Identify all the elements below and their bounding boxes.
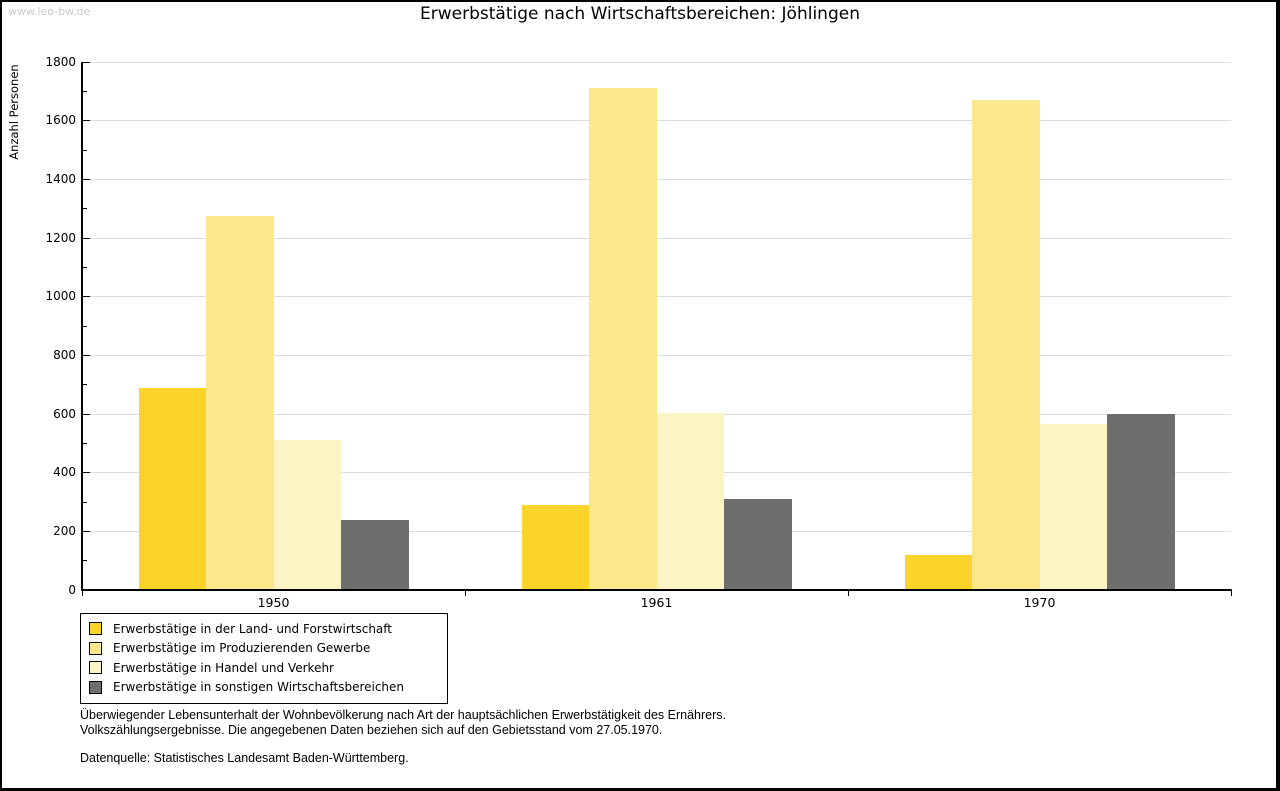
- y-major-tick: [82, 296, 90, 298]
- y-gridline: [82, 237, 1231, 239]
- chart-title: Erwerbstätige nach Wirtschaftsbereichen:…: [420, 4, 860, 24]
- y-tick-label: 800: [53, 347, 76, 362]
- watermark-leo-bw: www.leo-bw.de: [8, 5, 91, 18]
- legend-swatch-icon: [89, 641, 102, 655]
- y-minor-tick: [82, 442, 87, 444]
- y-minor-tick: [82, 208, 87, 210]
- y-major-tick: [82, 178, 90, 180]
- bar-1950-series-1: [206, 216, 274, 590]
- y-minor-tick: [82, 501, 87, 503]
- data-source-text: Datenquelle: Statistisches Landesamt Bad…: [80, 751, 409, 765]
- legend-label: Erwerbstätige in sonstigen Wirtschaftsbe…: [113, 680, 405, 695]
- y-minor-tick: [82, 560, 87, 562]
- bar-1970-series-0: [904, 554, 972, 590]
- y-minor-tick: [82, 266, 87, 268]
- bar-1970-series-2: [1039, 424, 1107, 590]
- y-major-tick: [82, 530, 90, 532]
- y-major-tick: [82, 61, 90, 63]
- x-axis-line: [81, 589, 1232, 591]
- y-major-tick: [82, 354, 90, 356]
- y-major-tick: [82, 472, 90, 474]
- bar-1970-series-3: [1107, 414, 1175, 590]
- y-axis-label: Anzahl Personen: [7, 64, 21, 160]
- y-tick-label: 1400: [45, 171, 76, 186]
- x-boundary-tick: [82, 590, 83, 596]
- legend-box: Erwerbstätige in der Land- und Forstwirt…: [80, 613, 448, 704]
- legend-item-2: Erwerbstätige in Handel und Verkehr: [89, 658, 439, 678]
- legend-item-0: Erwerbstätige in der Land- und Forstwirt…: [89, 619, 439, 639]
- y-minor-tick: [82, 384, 87, 386]
- legend-label: Erwerbstätige im Produzierenden Gewerbe: [113, 641, 371, 656]
- y-gridline: [82, 178, 1231, 180]
- bar-1961-series-0: [521, 504, 589, 590]
- legend-item-1: Erwerbstätige im Produzierenden Gewerbe: [89, 639, 439, 659]
- footnote-line-2: Volkszählungsergebnisse. Die angegebenen…: [80, 722, 663, 737]
- y-tick-label: 200: [53, 523, 76, 538]
- y-tick-label: 1200: [45, 230, 76, 245]
- y-gridline: [82, 120, 1231, 122]
- legend-swatch-icon: [89, 661, 102, 675]
- bar-1950-series-2: [273, 440, 341, 590]
- bar-1961-series-2: [656, 412, 724, 590]
- legend-swatch-icon: [89, 622, 102, 636]
- x-category-label: 1970: [1023, 595, 1056, 610]
- legend-label: Erwerbstätige in Handel und Verkehr: [113, 660, 334, 675]
- bar-1970-series-1: [972, 100, 1040, 590]
- x-boundary-tick: [1231, 590, 1232, 596]
- x-boundary-tick: [848, 590, 849, 596]
- y-gridline: [82, 61, 1231, 63]
- y-tick-label: 1600: [45, 113, 76, 128]
- x-boundary-tick: [465, 590, 466, 596]
- x-category-label: 1950: [257, 595, 290, 610]
- y-minor-tick: [82, 325, 87, 327]
- bar-1950-series-3: [341, 519, 409, 590]
- legend-swatch-icon: [89, 680, 102, 694]
- y-axis-line: [81, 62, 83, 591]
- y-tick-label: 400: [53, 465, 76, 480]
- legend-item-3: Erwerbstätige in sonstigen Wirtschaftsbe…: [89, 678, 439, 698]
- y-gridline: [82, 296, 1231, 298]
- y-tick-label: 600: [53, 406, 76, 421]
- bar-1950-series-0: [138, 387, 206, 590]
- footnote-text: Überwiegender Lebensunterhalt der Wohnbe…: [80, 708, 726, 737]
- bar-1961-series-1: [589, 88, 657, 590]
- y-major-tick: [82, 413, 90, 415]
- x-category-label: 1961: [640, 595, 673, 610]
- y-minor-tick: [82, 90, 87, 92]
- y-minor-tick: [82, 149, 87, 151]
- y-gridline: [82, 354, 1231, 356]
- bar-1961-series-3: [724, 499, 792, 590]
- y-tick-label: 0: [68, 582, 76, 597]
- y-tick-label: 1000: [45, 289, 76, 304]
- y-major-tick: [82, 237, 90, 239]
- y-tick-label: 1800: [45, 54, 76, 69]
- footnote-line-1: Überwiegender Lebensunterhalt der Wohnbe…: [80, 708, 726, 722]
- y-major-tick: [82, 120, 90, 122]
- legend-label: Erwerbstätige in der Land- und Forstwirt…: [113, 621, 392, 636]
